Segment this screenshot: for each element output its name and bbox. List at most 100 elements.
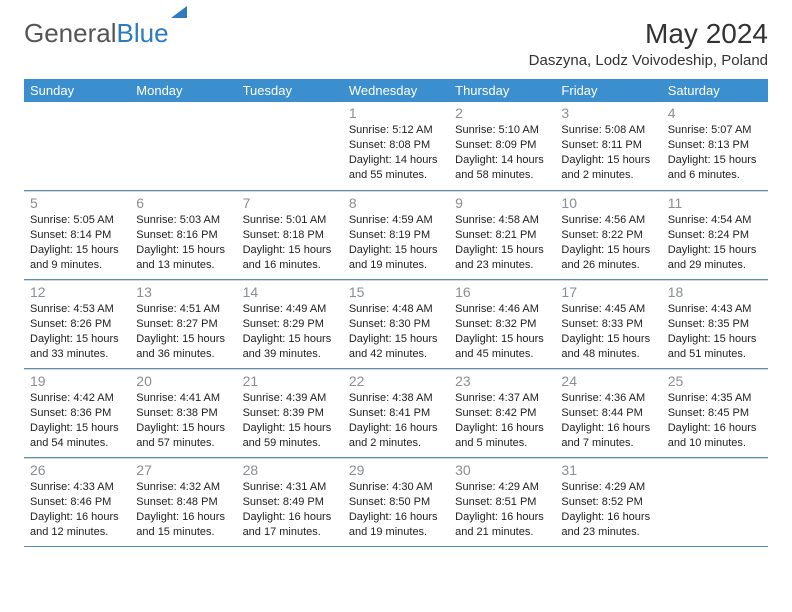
day-info: Sunrise: 4:53 AMSunset: 8:26 PMDaylight:… bbox=[30, 302, 124, 361]
calendar-day: 1Sunrise: 5:12 AMSunset: 8:08 PMDaylight… bbox=[343, 102, 449, 190]
calendar-day: 31 Sunrise: 4:29 AMSunset: 8:52 PMDayligh… bbox=[555, 458, 661, 546]
logo-text-2: Blue bbox=[117, 18, 169, 49]
day-header: Friday bbox=[555, 79, 661, 102]
day-number: 2 bbox=[455, 105, 549, 121]
day-number: 9 bbox=[455, 195, 549, 211]
calendar-day: 22 Sunrise: 4:38 AMSunset: 8:41 PMDayligh… bbox=[343, 369, 449, 457]
calendar-day: 4 Sunrise: 5:07 AMSunset: 8:13 PMDaylight… bbox=[662, 102, 768, 190]
day-info: Sunrise: 5:08 AMSunset: 8:11 PMDaylight:… bbox=[561, 123, 655, 182]
day-info: Sunrise: 5:03 AMSunset: 8:16 PMDaylight:… bbox=[136, 213, 230, 272]
logo-triangle-icon bbox=[171, 6, 187, 18]
calendar-day: 18Sunrise: 4:43 AMSunset: 8:35 PMDayligh… bbox=[662, 280, 768, 368]
day-number: 5 bbox=[30, 195, 124, 211]
day-info: Sunrise: 4:38 AMSunset: 8:41 PMDaylight:… bbox=[349, 391, 443, 450]
day-number: 11 bbox=[668, 195, 762, 211]
day-number: 4 bbox=[668, 105, 762, 121]
day-info: Sunrise: 4:49 AMSunset: 8:29 PMDaylight:… bbox=[243, 302, 337, 361]
day-info: Sunrise: 4:46 AMSunset: 8:32 PMDaylight:… bbox=[455, 302, 549, 361]
calendar-day-empty bbox=[662, 458, 768, 546]
day-number: 24 bbox=[561, 373, 655, 389]
day-number: 20 bbox=[136, 373, 230, 389]
calendar-day: 14 Sunrise: 4:49 AMSunset: 8:29 PMDayligh… bbox=[237, 280, 343, 368]
day-info: Sunrise: 4:41 AMSunset: 8:38 PMDaylight:… bbox=[136, 391, 230, 450]
day-info: Sunrise: 4:37 AMSunset: 8:42 PMDaylight:… bbox=[455, 391, 549, 450]
day-number: 23 bbox=[455, 373, 549, 389]
calendar-day: 19Sunrise: 4:42 AMSunset: 8:36 PMDayligh… bbox=[24, 369, 130, 457]
calendar-day: 2Sunrise: 5:10 AMSunset: 8:09 PMDaylight… bbox=[449, 102, 555, 190]
day-number: 17 bbox=[561, 284, 655, 300]
calendar-day: 28 Sunrise: 4:31 AMSunset: 8:49 PMDayligh… bbox=[237, 458, 343, 546]
day-number: 1 bbox=[349, 105, 443, 121]
day-info: Sunrise: 5:05 AMSunset: 8:14 PMDaylight:… bbox=[30, 213, 124, 272]
calendar-day-empty bbox=[237, 102, 343, 190]
month-title: May 2024 bbox=[529, 18, 768, 50]
day-info: Sunrise: 4:58 AMSunset: 8:21 PMDaylight:… bbox=[455, 213, 549, 272]
day-number: 19 bbox=[30, 373, 124, 389]
day-number: 22 bbox=[349, 373, 443, 389]
day-info: Sunrise: 4:54 AMSunset: 8:24 PMDaylight:… bbox=[668, 213, 762, 272]
day-number: 27 bbox=[136, 462, 230, 478]
calendar-day: 10Sunrise: 4:56 AMSunset: 8:22 PMDayligh… bbox=[555, 191, 661, 279]
day-info: Sunrise: 4:59 AMSunset: 8:19 PMDaylight:… bbox=[349, 213, 443, 272]
day-info: Sunrise: 4:36 AMSunset: 8:44 PMDaylight:… bbox=[561, 391, 655, 450]
logo-blue-text: Blue bbox=[117, 18, 169, 48]
calendar-day: 17 Sunrise: 4:45 AMSunset: 8:33 PMDayligh… bbox=[555, 280, 661, 368]
calendar-day: 8Sunrise: 4:59 AMSunset: 8:19 PMDaylight… bbox=[343, 191, 449, 279]
calendar-week: 12Sunrise: 4:53 AMSunset: 8:26 PMDayligh… bbox=[24, 280, 768, 369]
calendar-day: 12Sunrise: 4:53 AMSunset: 8:26 PMDayligh… bbox=[24, 280, 130, 368]
day-number: 15 bbox=[349, 284, 443, 300]
day-header: Saturday bbox=[662, 79, 768, 102]
day-number: 25 bbox=[668, 373, 762, 389]
day-number: 3 bbox=[561, 105, 655, 121]
day-number: 30 bbox=[455, 462, 549, 478]
calendar-week: 5 Sunrise: 5:05 AMSunset: 8:14 PMDaylight… bbox=[24, 191, 768, 280]
logo-text-1: General bbox=[24, 18, 117, 49]
calendar-day: 6Sunrise: 5:03 AMSunset: 8:16 PMDaylight… bbox=[130, 191, 236, 279]
day-info: Sunrise: 5:01 AMSunset: 8:18 PMDaylight:… bbox=[243, 213, 337, 272]
calendar: SundayMondayTuesdayWednesdayThursdayFrid… bbox=[24, 79, 768, 547]
calendar-day: 9 Sunrise: 4:58 AMSunset: 8:21 PMDaylight… bbox=[449, 191, 555, 279]
location-text: Daszyna, Lodz Voivodeship, Poland bbox=[529, 52, 768, 69]
title-block: May 2024 Daszyna, Lodz Voivodeship, Pola… bbox=[529, 18, 768, 69]
calendar-day: 23 Sunrise: 4:37 AMSunset: 8:42 PMDayligh… bbox=[449, 369, 555, 457]
calendar-weeks: 1Sunrise: 5:12 AMSunset: 8:08 PMDaylight… bbox=[24, 102, 768, 547]
calendar-day: 24 Sunrise: 4:36 AMSunset: 8:44 PMDayligh… bbox=[555, 369, 661, 457]
day-info: Sunrise: 4:56 AMSunset: 8:22 PMDaylight:… bbox=[561, 213, 655, 272]
calendar-day-empty bbox=[24, 102, 130, 190]
calendar-day: 13Sunrise: 4:51 AMSunset: 8:27 PMDayligh… bbox=[130, 280, 236, 368]
day-header: Tuesday bbox=[237, 79, 343, 102]
header: General Blue May 2024 Daszyna, Lodz Voiv… bbox=[0, 0, 792, 73]
day-number: 31 bbox=[561, 462, 655, 478]
day-info: Sunrise: 4:48 AMSunset: 8:30 PMDaylight:… bbox=[349, 302, 443, 361]
calendar-day: 3 Sunrise: 5:08 AMSunset: 8:11 PMDaylight… bbox=[555, 102, 661, 190]
day-header: Wednesday bbox=[343, 79, 449, 102]
day-header-row: SundayMondayTuesdayWednesdayThursdayFrid… bbox=[24, 79, 768, 102]
day-info: Sunrise: 4:45 AMSunset: 8:33 PMDaylight:… bbox=[561, 302, 655, 361]
calendar-day: 29 Sunrise: 4:30 AMSunset: 8:50 PMDayligh… bbox=[343, 458, 449, 546]
calendar-day: 25Sunrise: 4:35 AMSunset: 8:45 PMDayligh… bbox=[662, 369, 768, 457]
day-number: 28 bbox=[243, 462, 337, 478]
calendar-day: 30 Sunrise: 4:29 AMSunset: 8:51 PMDayligh… bbox=[449, 458, 555, 546]
day-info: Sunrise: 4:39 AMSunset: 8:39 PMDaylight:… bbox=[243, 391, 337, 450]
calendar-day: 11 Sunrise: 4:54 AMSunset: 8:24 PMDayligh… bbox=[662, 191, 768, 279]
day-info: Sunrise: 4:51 AMSunset: 8:27 PMDaylight:… bbox=[136, 302, 230, 361]
calendar-day: 16Sunrise: 4:46 AMSunset: 8:32 PMDayligh… bbox=[449, 280, 555, 368]
day-header: Monday bbox=[130, 79, 236, 102]
day-number: 21 bbox=[243, 373, 337, 389]
calendar-day-empty bbox=[130, 102, 236, 190]
day-number: 7 bbox=[243, 195, 337, 211]
day-info: Sunrise: 4:32 AMSunset: 8:48 PMDaylight:… bbox=[136, 480, 230, 539]
day-number: 14 bbox=[243, 284, 337, 300]
day-info: Sunrise: 4:43 AMSunset: 8:35 PMDaylight:… bbox=[668, 302, 762, 361]
day-info: Sunrise: 4:30 AMSunset: 8:50 PMDaylight:… bbox=[349, 480, 443, 539]
day-info: Sunrise: 5:07 AMSunset: 8:13 PMDaylight:… bbox=[668, 123, 762, 182]
day-info: Sunrise: 4:29 AMSunset: 8:52 PMDaylight:… bbox=[561, 480, 655, 539]
calendar-day: 15 Sunrise: 4:48 AMSunset: 8:30 PMDayligh… bbox=[343, 280, 449, 368]
day-info: Sunrise: 4:29 AMSunset: 8:51 PMDaylight:… bbox=[455, 480, 549, 539]
day-number: 29 bbox=[349, 462, 443, 478]
calendar-day: 26Sunrise: 4:33 AMSunset: 8:46 PMDayligh… bbox=[24, 458, 130, 546]
calendar-day: 21 Sunrise: 4:39 AMSunset: 8:39 PMDayligh… bbox=[237, 369, 343, 457]
calendar-week: 19Sunrise: 4:42 AMSunset: 8:36 PMDayligh… bbox=[24, 369, 768, 458]
day-info: Sunrise: 4:31 AMSunset: 8:49 PMDaylight:… bbox=[243, 480, 337, 539]
day-header: Sunday bbox=[24, 79, 130, 102]
